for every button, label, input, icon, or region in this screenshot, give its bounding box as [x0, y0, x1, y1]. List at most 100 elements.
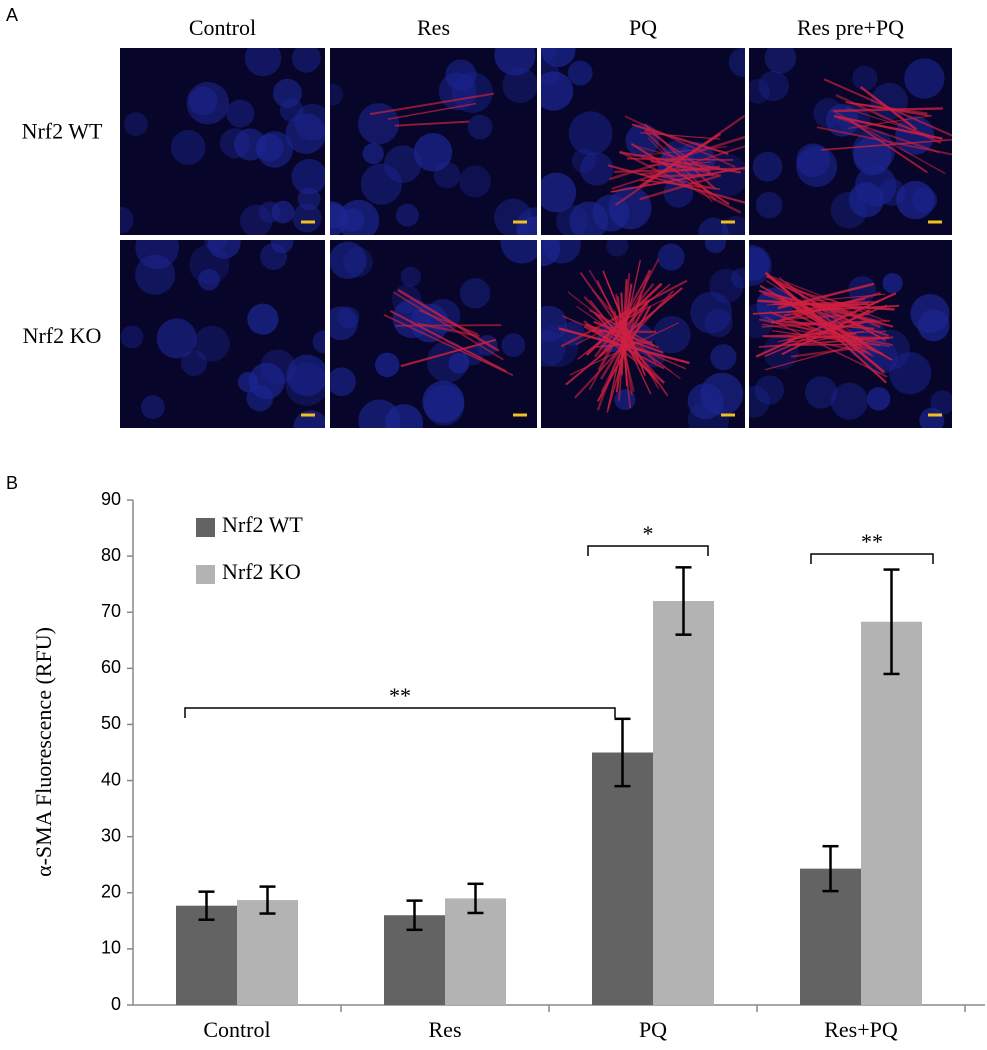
nucleus — [606, 240, 629, 257]
fiber — [846, 107, 931, 136]
nucleus — [752, 151, 783, 182]
y-tick-label: 50 — [101, 713, 121, 733]
fiber — [394, 120, 470, 127]
nucleus — [226, 99, 255, 128]
bar — [445, 898, 506, 1005]
micrograph — [541, 48, 745, 235]
column-header: PQ — [629, 15, 657, 40]
nucleus — [330, 367, 356, 397]
nucleus — [889, 352, 932, 395]
legend-label: Nrf2 KO — [222, 559, 301, 584]
nucleus — [120, 206, 134, 234]
nucleus — [541, 172, 577, 213]
bar — [653, 601, 714, 1005]
nucleus — [240, 204, 273, 235]
nucleus — [930, 390, 952, 415]
nucleus — [567, 60, 593, 86]
nucleus — [375, 352, 400, 378]
x-tick-label: Res — [429, 1017, 462, 1042]
nucleus — [330, 241, 367, 279]
fiber — [369, 92, 495, 116]
nucleus — [500, 240, 537, 264]
nucleus — [459, 165, 492, 198]
significance-bracket — [587, 545, 709, 556]
micrograph — [330, 240, 537, 428]
fiber — [786, 334, 866, 354]
nucleus — [541, 48, 576, 68]
fiber — [620, 279, 628, 376]
nucleus — [291, 159, 325, 195]
nucleus — [813, 98, 843, 128]
nucleus — [170, 130, 206, 165]
row-label: Nrf2 WT — [22, 119, 103, 144]
bar — [176, 905, 237, 1005]
nucleus — [754, 375, 785, 405]
nucleus — [330, 306, 358, 341]
nucleus — [830, 191, 868, 229]
fiber — [758, 289, 894, 328]
column-header: Res — [417, 15, 450, 40]
nucleus — [360, 163, 402, 205]
fiber — [821, 138, 952, 151]
fiber — [610, 166, 745, 193]
nucleus — [501, 333, 526, 358]
nucleus — [248, 362, 285, 400]
nucleus — [749, 244, 772, 286]
nucleus — [541, 71, 574, 111]
micrograph-content — [541, 48, 745, 235]
nucleus — [256, 131, 294, 168]
micrograph — [120, 240, 325, 428]
nucleus — [204, 240, 227, 252]
error-bar — [822, 844, 839, 893]
y-tick-label: 0 — [111, 994, 121, 1014]
fiber — [583, 320, 666, 384]
nucleus — [400, 266, 421, 287]
nucleus — [653, 315, 691, 354]
error-bar — [467, 882, 484, 915]
x-tick-label: Res+PQ — [824, 1017, 898, 1042]
fiber — [614, 114, 745, 206]
nucleus — [912, 187, 938, 213]
nucleus — [451, 71, 493, 114]
nucleus — [467, 114, 493, 140]
nucleus — [181, 350, 208, 376]
nucleus — [700, 372, 744, 416]
nucleus — [247, 303, 279, 335]
y-tick-label: 10 — [101, 938, 121, 958]
y-tick-label: 90 — [101, 489, 121, 509]
micrograph-content — [749, 240, 952, 428]
fiber — [759, 318, 893, 347]
nucleus — [758, 70, 789, 102]
nucleus — [804, 376, 838, 409]
error-bar — [198, 890, 215, 921]
nucleus — [189, 244, 230, 285]
fiber — [816, 126, 952, 156]
x-tick-label: PQ — [639, 1017, 667, 1042]
nucleus — [910, 293, 950, 334]
fiber — [764, 316, 888, 378]
nucleus — [156, 318, 197, 359]
legend-swatch — [196, 518, 215, 537]
micrograph-content — [541, 240, 745, 428]
nucleus — [291, 48, 321, 73]
fiber — [762, 335, 890, 339]
y-tick-label: 20 — [101, 882, 121, 902]
error-bar — [675, 566, 692, 636]
y-axis-label: α-SMA Fluorescence (RFU) — [31, 627, 56, 877]
nucleus — [882, 273, 903, 294]
nucleus — [568, 111, 613, 156]
nucleus — [705, 153, 745, 197]
nucleus — [341, 208, 365, 232]
nucleus — [383, 145, 422, 184]
nucleus — [710, 344, 737, 371]
nucleus — [541, 324, 579, 368]
fiber — [640, 132, 721, 140]
bar — [861, 621, 922, 1005]
nucleus — [541, 305, 568, 342]
micrograph-content — [120, 48, 325, 235]
nucleus — [135, 254, 176, 295]
fiber — [389, 310, 507, 373]
nucleus — [919, 407, 945, 428]
fiber — [639, 174, 722, 201]
fiber — [785, 281, 867, 344]
